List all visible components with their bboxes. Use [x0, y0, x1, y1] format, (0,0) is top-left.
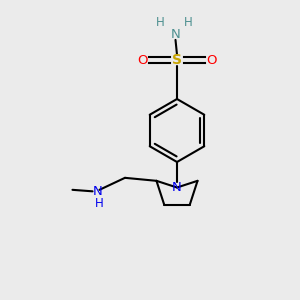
Text: O: O: [137, 53, 148, 67]
Text: S: S: [172, 53, 182, 67]
Text: N: N: [171, 28, 180, 41]
Text: N: N: [93, 185, 103, 198]
Text: N: N: [172, 181, 182, 194]
Text: H: H: [95, 197, 104, 210]
Text: H: H: [155, 16, 164, 29]
Text: H: H: [184, 16, 193, 29]
Text: O: O: [206, 53, 217, 67]
